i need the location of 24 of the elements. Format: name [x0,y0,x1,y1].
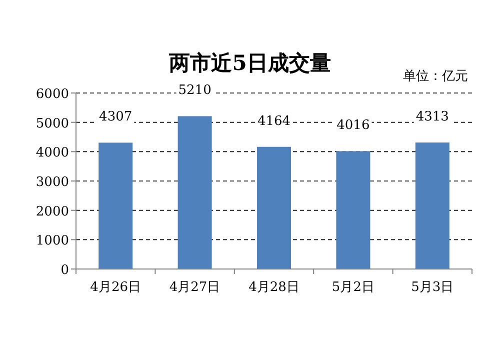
chart-title: 两市近5日成交量 [168,50,331,75]
x-tick-label: 4月27日 [169,280,220,295]
data-label: 4313 [416,109,449,124]
y-tick-label: 5000 [36,116,69,132]
x-tick-label: 5月2日 [332,280,374,295]
bar [257,146,291,269]
x-tick-label: 5月3日 [411,280,454,295]
x-tick-label: 4月28日 [248,280,300,295]
data-label: 4164 [257,114,291,129]
bar [98,142,133,269]
y-tick-label: 6000 [36,87,69,102]
bar [336,151,370,269]
y-tick-label: 0 [60,263,69,278]
y-tick-label: 3000 [36,175,69,190]
data-label: 5210 [178,83,212,98]
data-label: 4016 [336,118,370,134]
text: 单位：亿元 [403,69,468,84]
bar [178,116,212,269]
bar [415,142,450,269]
y-tick-label: 1000 [36,234,69,249]
data-label: 4307 [99,110,132,125]
x-tick-label: 4月26日 [90,280,142,295]
y-tick-label: 2000 [36,204,69,220]
y-tick-label: 4000 [36,146,69,161]
